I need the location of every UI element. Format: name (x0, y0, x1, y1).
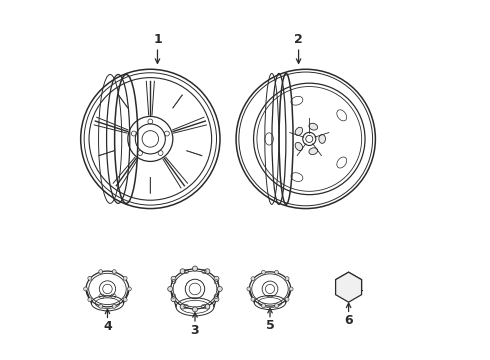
Circle shape (127, 287, 131, 291)
Circle shape (171, 276, 176, 281)
Circle shape (214, 297, 219, 302)
Circle shape (251, 277, 255, 281)
Circle shape (112, 304, 116, 308)
Text: 5: 5 (266, 319, 274, 332)
Circle shape (205, 269, 210, 274)
Circle shape (180, 269, 185, 274)
Circle shape (112, 270, 116, 274)
Circle shape (88, 298, 92, 302)
Circle shape (88, 276, 92, 280)
Text: 1: 1 (153, 33, 162, 46)
Circle shape (262, 303, 266, 307)
Circle shape (180, 304, 185, 309)
Text: 3: 3 (191, 324, 199, 337)
Ellipse shape (309, 148, 318, 154)
Circle shape (274, 270, 278, 274)
Circle shape (84, 287, 88, 291)
Text: 2: 2 (294, 33, 303, 46)
Circle shape (193, 307, 197, 312)
Ellipse shape (319, 135, 325, 143)
Circle shape (123, 276, 127, 280)
Ellipse shape (295, 127, 303, 135)
Polygon shape (336, 272, 362, 290)
Circle shape (171, 297, 176, 302)
Circle shape (99, 270, 103, 274)
Circle shape (289, 287, 293, 291)
Circle shape (193, 266, 197, 271)
Circle shape (251, 297, 255, 301)
Ellipse shape (295, 143, 303, 150)
Circle shape (168, 287, 172, 292)
Ellipse shape (309, 123, 318, 130)
Circle shape (285, 277, 289, 281)
Text: 6: 6 (344, 314, 353, 327)
Circle shape (247, 287, 251, 291)
Circle shape (205, 304, 210, 309)
Circle shape (262, 270, 266, 274)
Circle shape (99, 304, 103, 308)
Text: 4: 4 (103, 320, 112, 333)
Circle shape (274, 303, 278, 307)
Polygon shape (336, 272, 362, 302)
Circle shape (217, 287, 222, 292)
Circle shape (123, 298, 127, 302)
Circle shape (214, 276, 219, 281)
Circle shape (285, 297, 289, 301)
